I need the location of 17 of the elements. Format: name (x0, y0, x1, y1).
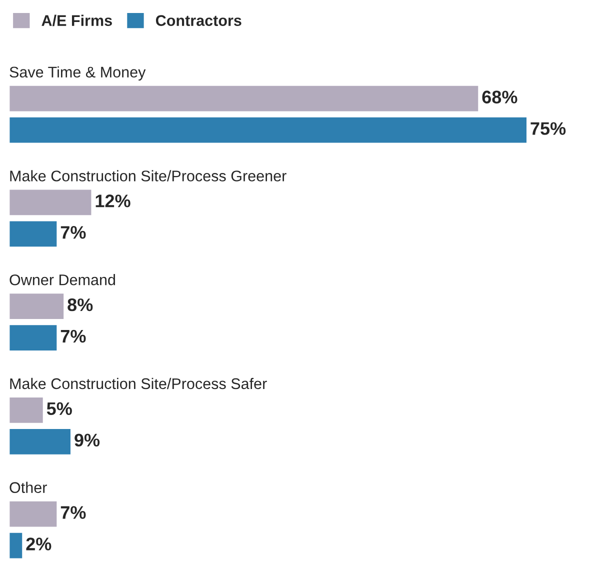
legend-label: Contractors (156, 15, 242, 26)
legend-label: A/E Firms (42, 14, 112, 26)
y-tick-label: Make Construction Site/Process Safer (10, 378, 267, 390)
y-tick-label: Save Time & Money (10, 66, 146, 81)
data-label: 7% (60, 506, 86, 519)
y-tick-label: Make Construction Site/Process Greener (10, 170, 286, 182)
y-tick-label: Owner Demand (10, 274, 116, 286)
data-label: 9% (74, 434, 100, 447)
data-label: 12% (96, 194, 130, 208)
data-label: 2% (26, 538, 52, 550)
data-label: 8% (68, 298, 93, 312)
data-label: 5% (46, 402, 72, 416)
y-tick-label: Other (10, 482, 47, 493)
data-label: 7% (60, 330, 86, 343)
data-label: 68% (482, 90, 518, 104)
data-label: 75% (530, 122, 566, 135)
data-label: 7% (60, 226, 86, 239)
